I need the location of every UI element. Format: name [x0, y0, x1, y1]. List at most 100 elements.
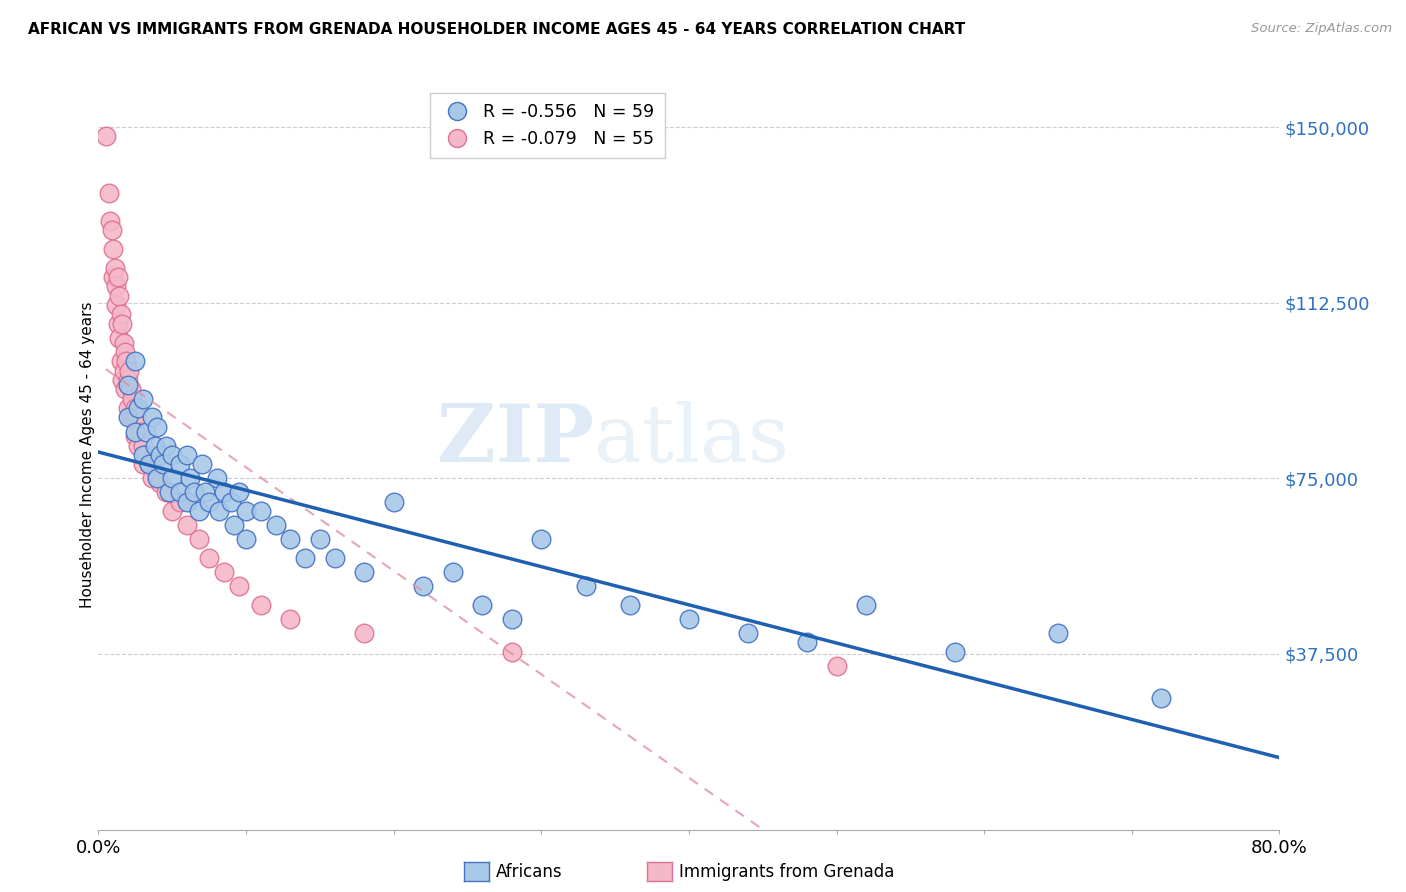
- Point: [191, 457, 214, 471]
- Point: [111, 373, 134, 387]
- Point: [501, 644, 523, 658]
- Point: [146, 467, 169, 481]
- Point: [157, 485, 180, 500]
- Point: [323, 551, 346, 566]
- Point: [187, 504, 209, 518]
- Point: [135, 448, 157, 462]
- Point: [124, 429, 146, 443]
- Point: [114, 344, 136, 359]
- Point: [169, 485, 191, 500]
- Point: [117, 401, 139, 416]
- Point: [943, 644, 966, 658]
- Point: [124, 401, 146, 416]
- Point: [382, 494, 405, 508]
- Point: [176, 448, 198, 462]
- Point: [124, 354, 146, 368]
- Point: [132, 457, 155, 471]
- Text: Source: ZipAtlas.com: Source: ZipAtlas.com: [1251, 22, 1392, 36]
- Point: [132, 392, 155, 406]
- Point: [575, 579, 598, 593]
- Point: [250, 504, 273, 518]
- Point: [471, 598, 494, 612]
- Point: [264, 518, 287, 533]
- Point: [114, 382, 136, 396]
- Point: [198, 551, 221, 566]
- Point: [198, 494, 221, 508]
- Point: [143, 448, 166, 462]
- Point: [112, 364, 135, 378]
- Point: [501, 612, 523, 626]
- Point: [169, 494, 191, 508]
- Point: [855, 598, 877, 612]
- Point: [155, 485, 177, 500]
- Point: [353, 565, 375, 579]
- Point: [146, 420, 169, 434]
- Point: [117, 410, 139, 425]
- Point: [250, 598, 273, 612]
- Point: [212, 565, 235, 579]
- Point: [121, 392, 143, 406]
- Point: [619, 598, 641, 612]
- Point: [107, 269, 129, 284]
- Point: [825, 658, 848, 673]
- Point: [280, 612, 302, 626]
- Point: [138, 457, 160, 471]
- Point: [530, 532, 553, 546]
- Point: [127, 401, 149, 416]
- Point: [105, 279, 128, 293]
- Point: [737, 626, 759, 640]
- Point: [187, 532, 209, 546]
- Point: [796, 635, 818, 649]
- Point: [294, 551, 316, 566]
- Point: [146, 471, 169, 485]
- Point: [118, 364, 141, 378]
- Text: AFRICAN VS IMMIGRANTS FROM GRENADA HOUSEHOLDER INCOME AGES 45 - 64 YEARS CORRELA: AFRICAN VS IMMIGRANTS FROM GRENADA HOUSE…: [28, 22, 966, 37]
- Point: [111, 317, 134, 331]
- Point: [120, 410, 142, 425]
- Point: [94, 129, 117, 144]
- Point: [183, 485, 205, 500]
- Point: [107, 317, 129, 331]
- Point: [128, 425, 150, 439]
- Point: [224, 518, 246, 533]
- Point: [205, 471, 228, 485]
- Point: [141, 471, 163, 485]
- Point: [162, 448, 183, 462]
- Point: [110, 354, 132, 368]
- Point: [152, 457, 174, 471]
- Point: [103, 269, 125, 284]
- Point: [141, 410, 163, 425]
- Point: [108, 289, 131, 303]
- Point: [208, 504, 231, 518]
- Point: [280, 532, 302, 546]
- Point: [117, 377, 139, 392]
- Point: [110, 307, 132, 321]
- Text: ZIP: ZIP: [437, 401, 595, 479]
- Point: [212, 485, 235, 500]
- Point: [1046, 626, 1070, 640]
- Point: [1150, 691, 1173, 706]
- Point: [115, 354, 138, 368]
- Point: [100, 223, 122, 237]
- Point: [108, 331, 131, 345]
- Point: [221, 494, 243, 508]
- Point: [441, 565, 464, 579]
- Point: [122, 410, 145, 425]
- Point: [124, 425, 146, 439]
- Point: [155, 439, 177, 453]
- Text: Africans: Africans: [496, 863, 562, 881]
- Point: [309, 532, 332, 546]
- Point: [228, 485, 250, 500]
- Y-axis label: Householder Income Ages 45 - 64 years: Householder Income Ages 45 - 64 years: [80, 301, 94, 608]
- Point: [678, 612, 700, 626]
- Point: [97, 186, 120, 200]
- Point: [112, 335, 135, 350]
- Point: [235, 504, 257, 518]
- Text: atlas: atlas: [595, 401, 790, 479]
- Point: [132, 439, 155, 453]
- Point: [353, 626, 375, 640]
- Point: [228, 579, 250, 593]
- Point: [179, 471, 201, 485]
- Point: [105, 298, 128, 312]
- Point: [162, 504, 183, 518]
